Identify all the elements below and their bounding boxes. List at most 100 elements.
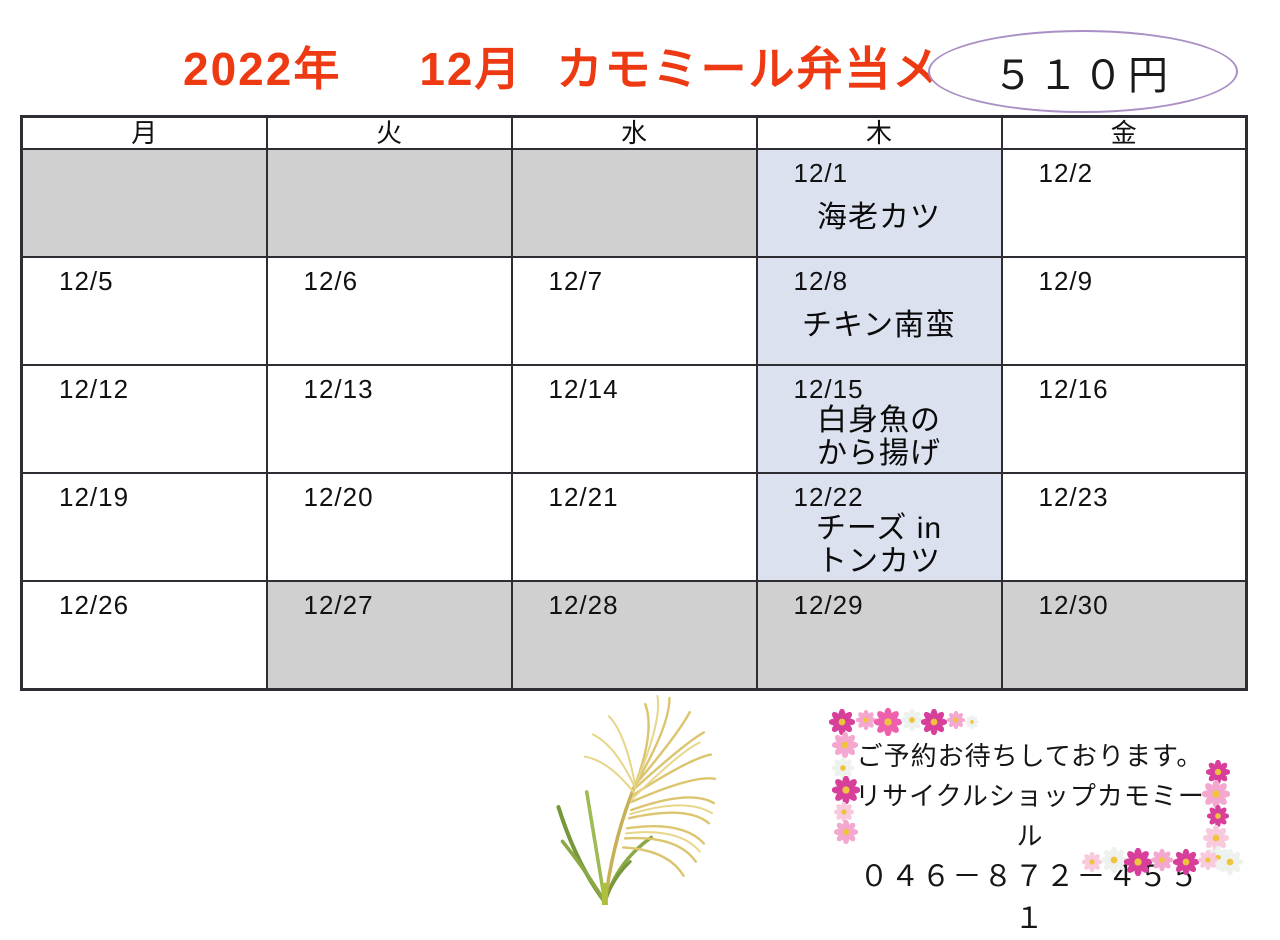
shop-name-line: リサイクルショップカモミール (855, 781, 1205, 851)
date-label (513, 150, 756, 159)
calendar-cell (265, 148, 513, 258)
phone-number: ０４６－８７２－４５５１ (859, 861, 1201, 935)
menu-item-label (23, 620, 266, 688)
calendar-cell (510, 148, 758, 258)
menu-item-label: チキン南蛮 (801, 309, 957, 343)
date-label: 12/6 (303, 266, 359, 296)
day-header: 火 (265, 115, 513, 150)
menu-item-label (268, 296, 511, 364)
calendar-cell: 12/26 (20, 580, 268, 691)
date-label: 12/5 (59, 266, 114, 296)
calendar-header-row: 月火水木金 (20, 115, 1248, 150)
day-header: 金 (1000, 115, 1248, 150)
date-label: 12/23 (1038, 482, 1109, 512)
date-label: 12/8 (793, 266, 849, 296)
calendar-cell: 12/16 (1000, 364, 1248, 474)
menu-item-label (1003, 404, 1246, 472)
day-header: 水 (510, 115, 758, 150)
calendar-cell: 12/27 (265, 580, 513, 691)
flyer-page: 2022年 12月 カモミール弁当メニュー ５１０円 月火水木金 12/1 海老カ… (20, 30, 1248, 935)
date-label: 12/7 (548, 266, 604, 296)
date-label: 12/28 (548, 590, 619, 620)
calendar-cell: 12/5 (20, 256, 268, 366)
menu-item-label (268, 404, 511, 472)
flower-icon (1207, 805, 1229, 827)
date-label: 12/9 (1038, 266, 1094, 296)
date-label: 12/19 (59, 482, 130, 512)
flower-icon (901, 709, 923, 731)
flower-icon (1206, 846, 1230, 870)
pampas-grass-icon (556, 695, 717, 905)
calendar-cell: 12/15 白身魚の から揚げ (755, 364, 1003, 474)
title-month: 12月 (419, 43, 523, 95)
day-header: 木 (755, 115, 1003, 150)
flower-icon (874, 708, 902, 736)
calendar-cell: 12/22 チーズ in トンカツ (755, 472, 1003, 582)
date-label: 12/16 (1038, 374, 1109, 404)
calendar-cell: 12/20 (265, 472, 513, 582)
calendar-week-row: 12/12 12/13 12/14 12/15 白身魚の から揚げ 12/16 (20, 364, 1248, 474)
calendar-cell: 12/29 (755, 580, 1003, 691)
menu-item-label: チーズ in トンカツ (815, 511, 943, 578)
calendar-cell: 12/1 海老カツ (755, 148, 1003, 258)
menu-item-label (513, 512, 756, 580)
flower-icon (856, 710, 876, 730)
calendar-cell: 12/2 (1000, 148, 1248, 258)
reservation-line: ご予約お待ちしております。 (856, 741, 1204, 771)
calendar-cell: 12/28 (510, 580, 758, 691)
calendar-cell: 12/13 (265, 364, 513, 474)
menu-item-label (1003, 620, 1246, 688)
calendar-cell: 12/19 (20, 472, 268, 582)
calendar-week-row: 12/1 海老カツ 12/2 (20, 148, 1248, 258)
calendar-cell (20, 148, 268, 258)
date-label: 12/21 (548, 482, 619, 512)
calendar-cell: 12/21 (510, 472, 758, 582)
menu-item-label (268, 620, 511, 688)
menu-item-label (1003, 296, 1246, 364)
calendar-week-row: 12/5 12/6 12/7 12/8 チキン南蛮 12/9 (20, 256, 1248, 366)
date-label: 12/14 (548, 374, 619, 404)
flower-icon (921, 709, 947, 735)
calendar-cell: 12/7 (510, 256, 758, 366)
flower-icon (1217, 849, 1243, 875)
menu-item-label (23, 512, 266, 580)
date-label: 12/15 (793, 374, 864, 404)
calendar-cell: 12/14 (510, 364, 758, 474)
date-label: 12/27 (303, 590, 374, 620)
calendar-table: 月火水木金 12/1 海老カツ 12/2 12/5 12/6 12/7 12/8 チキン南蛮 1… (20, 115, 1248, 691)
reservation-note: ご予約お待ちしております。 リサイクルショップカモミール ０４６－８７２－４５５… (852, 736, 1208, 940)
menu-item-label (513, 404, 756, 472)
menu-item-label (23, 159, 266, 256)
calendar-week-row: 12/19 12/20 12/21 12/22 チーズ in トンカツ 12/23 (20, 472, 1248, 582)
date-label: 12/13 (303, 374, 374, 404)
flower-icon (1206, 760, 1230, 784)
menu-item-label (1003, 188, 1246, 256)
flower-icon (834, 802, 854, 822)
menu-item-label: 白身魚の から揚げ (817, 403, 941, 470)
menu-item-label (23, 404, 266, 472)
menu-item-label (513, 296, 756, 364)
date-label: 12/22 (793, 482, 864, 512)
date-label: 12/2 (1038, 158, 1094, 188)
date-label: 12/26 (59, 590, 130, 620)
menu-item-label (513, 620, 756, 688)
day-header: 月 (20, 115, 268, 150)
menu-item-label (1003, 512, 1246, 580)
menu-item-label (268, 159, 511, 256)
calendar-cell: 12/9 (1000, 256, 1248, 366)
calendar-cell: 12/23 (1000, 472, 1248, 582)
calendar-week-row: 12/26 12/27 12/28 12/29 12/30 (20, 580, 1248, 691)
calendar-cell: 12/8 チキン南蛮 (755, 256, 1003, 366)
date-label (268, 150, 511, 159)
price-label: ５１０円 (993, 53, 1173, 98)
calendar-cell: 12/6 (265, 256, 513, 366)
menu-item-label (758, 620, 1001, 688)
menu-item-label (268, 512, 511, 580)
date-label: 12/1 (793, 158, 849, 188)
title-year: 2022年 (183, 43, 342, 95)
date-label: 12/20 (303, 482, 374, 512)
date-label: 12/29 (793, 590, 864, 620)
menu-item-label: 海老カツ (817, 201, 941, 235)
calendar-cell: 12/12 (20, 364, 268, 474)
date-label: 12/30 (1038, 590, 1109, 620)
